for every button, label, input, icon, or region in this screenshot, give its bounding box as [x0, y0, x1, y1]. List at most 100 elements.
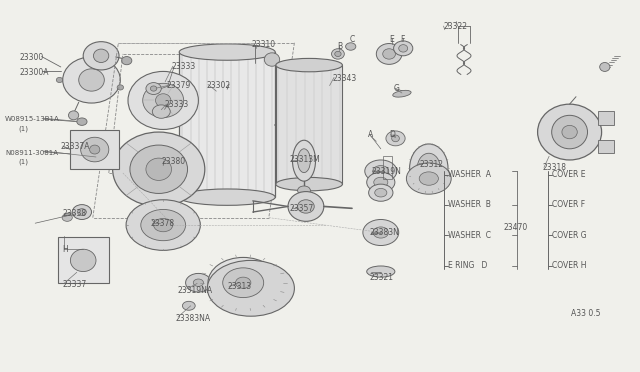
- Text: WASHER  B: WASHER B: [448, 200, 491, 209]
- Ellipse shape: [365, 160, 397, 182]
- Ellipse shape: [410, 144, 448, 192]
- Text: A33 0.5: A33 0.5: [571, 309, 600, 318]
- Text: COVER H: COVER H: [552, 262, 587, 270]
- Text: 23343: 23343: [333, 74, 357, 83]
- Text: COVER G: COVER G: [552, 231, 587, 240]
- Ellipse shape: [375, 188, 387, 197]
- Text: D: D: [389, 130, 395, 139]
- Ellipse shape: [383, 49, 396, 59]
- Ellipse shape: [150, 86, 157, 91]
- Ellipse shape: [207, 260, 294, 316]
- Ellipse shape: [179, 44, 275, 60]
- Ellipse shape: [156, 94, 171, 107]
- Text: B: B: [337, 42, 342, 51]
- Ellipse shape: [332, 49, 344, 59]
- Ellipse shape: [113, 132, 205, 206]
- Text: C: C: [350, 35, 355, 44]
- Text: 23383NA: 23383NA: [176, 314, 211, 323]
- Text: 23302: 23302: [207, 81, 231, 90]
- Text: 23357: 23357: [290, 204, 314, 213]
- Text: A: A: [368, 130, 373, 139]
- Ellipse shape: [79, 69, 104, 91]
- Ellipse shape: [70, 249, 96, 272]
- Ellipse shape: [130, 145, 188, 193]
- Ellipse shape: [367, 172, 395, 192]
- Text: 23383N: 23383N: [370, 228, 400, 237]
- Ellipse shape: [68, 111, 79, 120]
- Ellipse shape: [298, 200, 314, 213]
- Ellipse shape: [562, 125, 577, 139]
- Text: 23338: 23338: [63, 209, 87, 218]
- Ellipse shape: [419, 172, 438, 185]
- Text: COVER E: COVER E: [552, 170, 586, 179]
- Ellipse shape: [146, 158, 172, 180]
- Ellipse shape: [77, 118, 87, 125]
- Text: 23300A: 23300A: [19, 68, 49, 77]
- Ellipse shape: [146, 83, 161, 94]
- Text: G: G: [394, 84, 399, 93]
- Ellipse shape: [182, 301, 195, 310]
- Text: 23337: 23337: [63, 280, 87, 289]
- Ellipse shape: [83, 42, 119, 70]
- Text: 23333: 23333: [172, 62, 196, 71]
- Ellipse shape: [179, 189, 275, 205]
- Text: 23300: 23300: [19, 53, 44, 62]
- Ellipse shape: [276, 58, 342, 72]
- Ellipse shape: [376, 44, 402, 64]
- Text: 23319NA: 23319NA: [178, 286, 213, 295]
- Ellipse shape: [141, 209, 186, 241]
- Text: (1): (1): [18, 158, 28, 165]
- Ellipse shape: [298, 186, 310, 195]
- Ellipse shape: [288, 192, 324, 221]
- Ellipse shape: [62, 214, 72, 221]
- Ellipse shape: [392, 135, 399, 142]
- Text: E: E: [389, 35, 394, 44]
- Text: 23322: 23322: [444, 22, 467, 31]
- Ellipse shape: [128, 71, 198, 129]
- Text: 23470: 23470: [503, 223, 527, 232]
- Ellipse shape: [276, 177, 342, 191]
- Ellipse shape: [399, 45, 408, 52]
- Ellipse shape: [152, 105, 170, 118]
- Text: WASHER  A: WASHER A: [448, 170, 491, 179]
- Ellipse shape: [223, 268, 264, 298]
- Ellipse shape: [417, 153, 440, 183]
- Text: 23313: 23313: [227, 282, 252, 291]
- Ellipse shape: [363, 219, 399, 246]
- Ellipse shape: [143, 83, 184, 118]
- Text: (1): (1): [18, 125, 28, 132]
- Ellipse shape: [393, 90, 411, 97]
- Ellipse shape: [298, 149, 310, 173]
- Text: 23378: 23378: [150, 219, 175, 228]
- Ellipse shape: [186, 273, 211, 292]
- Ellipse shape: [56, 77, 63, 83]
- Ellipse shape: [292, 140, 316, 181]
- Ellipse shape: [600, 62, 610, 71]
- Text: 23319N: 23319N: [371, 167, 401, 176]
- Ellipse shape: [374, 177, 388, 187]
- Ellipse shape: [386, 131, 405, 146]
- Bar: [598, 111, 614, 125]
- Ellipse shape: [369, 184, 393, 201]
- Text: F: F: [401, 35, 405, 44]
- Ellipse shape: [372, 166, 388, 177]
- Bar: [598, 140, 614, 153]
- Ellipse shape: [81, 137, 109, 162]
- Ellipse shape: [63, 57, 120, 103]
- Text: E RING   D: E RING D: [448, 262, 488, 270]
- Ellipse shape: [208, 257, 278, 308]
- Ellipse shape: [193, 279, 204, 286]
- Text: 23379: 23379: [166, 81, 191, 90]
- Ellipse shape: [373, 227, 388, 238]
- Bar: [383, 156, 392, 179]
- Ellipse shape: [264, 53, 280, 66]
- Bar: [276, 65, 342, 184]
- Text: 23321: 23321: [370, 273, 394, 282]
- Text: H: H: [63, 245, 68, 254]
- Ellipse shape: [538, 104, 602, 160]
- Ellipse shape: [367, 266, 395, 277]
- Text: WASHER  C: WASHER C: [448, 231, 491, 240]
- Ellipse shape: [77, 209, 86, 215]
- Ellipse shape: [90, 145, 100, 154]
- Ellipse shape: [126, 200, 200, 250]
